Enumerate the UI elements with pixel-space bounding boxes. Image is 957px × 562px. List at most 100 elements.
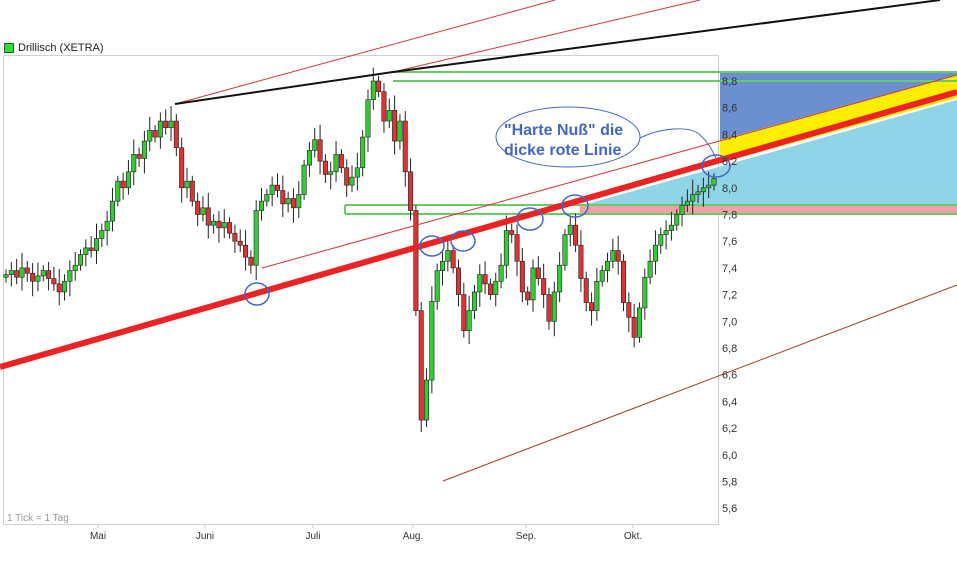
candle-body-down	[376, 80, 382, 92]
x-axis: Mai Juni Juli Aug. Sep. Okt.	[90, 524, 642, 542]
candle-body-down	[248, 256, 254, 266]
y-tick-label: 7,0	[722, 316, 737, 328]
candle-body-up	[109, 200, 115, 222]
candle-body-down	[344, 167, 350, 186]
candle-body-up	[141, 140, 147, 159]
candle-body-up	[83, 247, 89, 255]
candle-body-up	[72, 264, 78, 271]
legend-label: Drillisch (XETRA)	[18, 42, 104, 54]
candle	[424, 368, 430, 428]
legend: Drillisch (XETRA)	[4, 42, 104, 54]
candle	[301, 159, 307, 200]
candle	[232, 224, 238, 253]
candle-body-up	[211, 220, 217, 226]
candle	[642, 268, 648, 320]
candle-body-up	[605, 260, 611, 271]
candle	[3, 269, 9, 283]
candle-body-up	[99, 230, 105, 239]
candle	[205, 192, 211, 239]
candle	[285, 191, 291, 213]
candle-body-up	[498, 264, 504, 282]
candle	[72, 251, 78, 281]
candle-body-up	[157, 120, 163, 138]
y-tick-label: 7,2	[722, 290, 737, 302]
callout: "Harte Nuß" die dicke rote Linie	[495, 106, 717, 168]
candle	[253, 200, 259, 281]
candle-body-down	[392, 110, 398, 142]
candle	[344, 159, 350, 197]
candle-body-up	[386, 110, 392, 122]
candle	[216, 211, 222, 243]
candle-body-up	[3, 274, 9, 278]
candle	[429, 286, 435, 394]
y-tick-label: 6,6	[722, 370, 737, 382]
candle-body-up	[599, 270, 605, 282]
candle	[109, 187, 115, 232]
candle-body-down	[51, 278, 57, 285]
candle	[519, 247, 525, 303]
candle-body-up	[349, 176, 355, 186]
candle	[19, 252, 25, 291]
y-tick-label: 8,8	[722, 76, 737, 88]
support-zone-fill	[580, 100, 957, 206]
candle-body-down	[173, 120, 179, 149]
candle	[317, 124, 323, 175]
candle	[594, 267, 600, 321]
candle	[503, 215, 509, 279]
candle	[658, 227, 664, 254]
candle-body-down	[163, 120, 169, 129]
candle	[67, 260, 73, 297]
candle-body-up	[557, 264, 563, 293]
x-tick-label: Mai	[90, 531, 106, 542]
candle-body-up	[78, 254, 84, 266]
candle-body-down	[402, 120, 408, 173]
candle	[338, 149, 344, 174]
candle	[328, 161, 334, 190]
candle-body-up	[168, 120, 174, 129]
resistance-zone-fill	[720, 72, 957, 140]
candle-body-up	[19, 267, 25, 278]
candle	[551, 281, 557, 337]
candle-body-up	[354, 167, 360, 178]
touch-circle	[419, 235, 445, 257]
candle-body-up	[328, 171, 334, 175]
candle	[200, 196, 206, 222]
candle-body-up	[221, 222, 227, 229]
y-tick-label: 6,8	[722, 343, 737, 355]
candle-body-down	[24, 267, 30, 274]
candle-body-up	[706, 184, 712, 189]
candle-body-up	[493, 280, 499, 295]
candle-body-down	[152, 130, 158, 138]
candle	[402, 110, 408, 187]
candle-body-down	[541, 278, 547, 295]
candle	[280, 175, 286, 218]
candle	[589, 292, 595, 326]
candle-body-down	[338, 154, 344, 169]
candle-body-up	[424, 379, 430, 421]
thick-red-trendline	[0, 89, 957, 370]
candle	[62, 274, 68, 301]
candle	[482, 261, 488, 295]
candle-body-down	[509, 230, 515, 235]
candle-body-up	[131, 154, 137, 173]
candle	[615, 235, 621, 275]
candle-body-up	[503, 230, 509, 266]
candle	[195, 192, 201, 227]
candle	[647, 249, 653, 285]
candle	[679, 196, 685, 227]
tick-note: 1 Tick = 1 Tag	[7, 513, 69, 524]
candle-body-down	[179, 147, 185, 189]
y-tick-label: 7,8	[722, 210, 737, 222]
y-tick-label: 7,6	[722, 236, 737, 248]
candle	[626, 292, 632, 333]
y-tick-label: 8,4	[722, 129, 737, 141]
candle	[333, 141, 339, 182]
candle	[227, 217, 233, 239]
candle-body-up	[397, 120, 403, 142]
candle	[269, 176, 275, 207]
candle	[541, 263, 547, 308]
candle-body-up	[285, 198, 291, 205]
callout-line2: dicke rote Linie	[504, 142, 621, 159]
candle	[14, 258, 20, 285]
candle-body-down	[136, 154, 142, 159]
